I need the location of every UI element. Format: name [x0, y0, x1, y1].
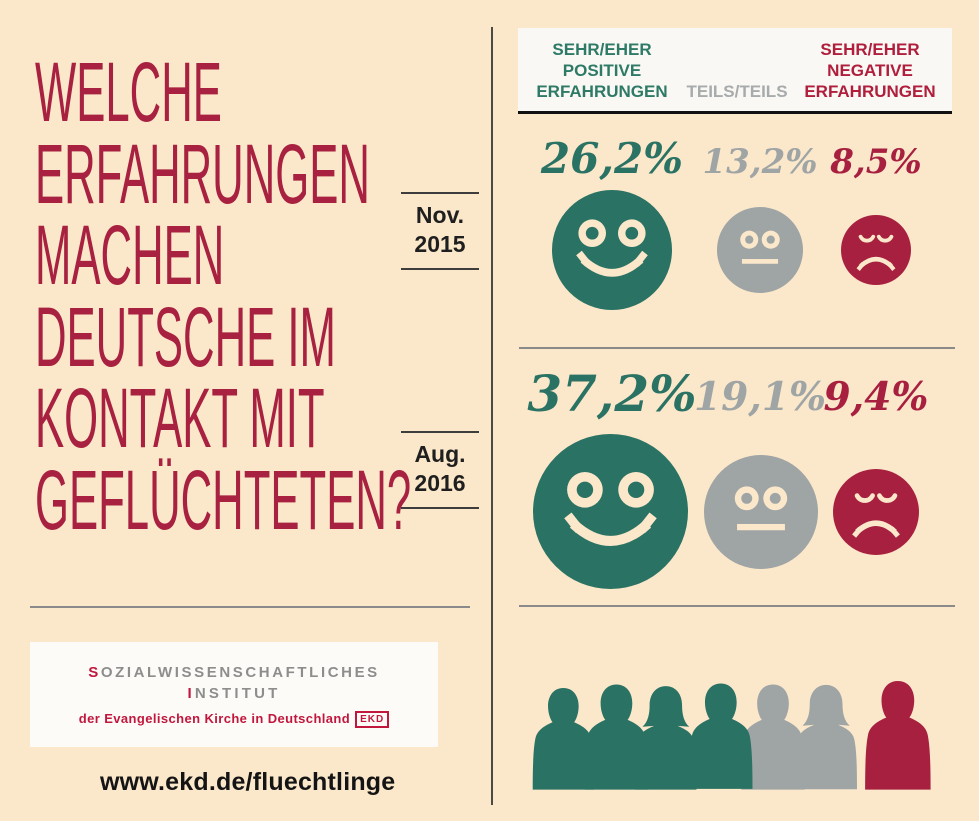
- legend-negative: SEHR/EHER NEGATIVE ERFAHRUNGEN: [792, 39, 948, 102]
- crowd-pictogram-icon: [532, 680, 931, 790]
- logo-initial-s: S: [88, 664, 101, 681]
- title-line: WELCHE: [35, 45, 222, 139]
- value-2015-negative: 8,5%: [830, 142, 922, 182]
- page-title: WELCHE ERFAHRUNGEN MACHEN DEUTSCHE IM KO…: [35, 45, 758, 547]
- footer-url: www.ekd.de/fluechtlinge: [100, 768, 396, 796]
- neutral-face-icon: [704, 455, 818, 569]
- legend-panel: SEHR/EHER POSITIVE ERFAHRUNGEN TEILS/TEI…: [518, 28, 952, 114]
- title-line: ERFAHRUNGEN: [35, 126, 370, 221]
- legend-neutral: TEILS/TEILS: [682, 81, 792, 102]
- legend-negative-line: SEHR/EHER: [820, 40, 920, 59]
- legend-positive-line: POSITIVE: [562, 61, 642, 80]
- neutral-face-icon: [717, 207, 803, 293]
- institute-logo: SOZIALWISSENSCHAFTLICHES INSTITUT der Ev…: [30, 642, 438, 747]
- value-2015-neutral: 13,2%: [702, 142, 818, 182]
- title-line: DEUTSCHE IM: [35, 289, 336, 384]
- legend-neutral-line: TEILS/TEILS: [686, 82, 788, 101]
- value-2016-negative: 9,4%: [823, 374, 929, 420]
- legend-negative-line: NEGATIVE: [827, 61, 913, 80]
- left-horizontal-divider: [30, 606, 470, 608]
- logo-line-2: INSTITUT: [30, 685, 438, 702]
- period-year: 2016: [414, 470, 466, 496]
- value-2016-neutral: 19,1%: [693, 374, 827, 420]
- vertical-divider: [491, 27, 493, 805]
- happy-face-icon: [552, 190, 672, 310]
- logo-line-1: SOZIALWISSENSCHAFTLICHES: [30, 664, 438, 681]
- legend-positive-line: SEHR/EHER: [552, 40, 652, 59]
- sad-face-icon: [833, 469, 919, 555]
- value-2016-positive: 37,2%: [527, 364, 697, 423]
- row-divider: [519, 347, 955, 349]
- logo-line-1-rest: OZIALWISSENSCHAFTLICHES: [100, 664, 380, 681]
- row-divider: [519, 605, 955, 607]
- legend-positive: SEHR/EHER POSITIVE ERFAHRUNGEN: [522, 39, 682, 102]
- period-year: 2015: [414, 231, 466, 257]
- logo-subtitle: der Evangelischen Kirche in Deutschland: [78, 711, 351, 726]
- title-line: KONTAKT MIT: [35, 371, 325, 465]
- title-line: MACHEN: [35, 208, 225, 302]
- title-line: GEFLÜCHTETEN?: [35, 452, 412, 547]
- logo-initial-i: I: [187, 685, 195, 702]
- legend-positive-line: ERFAHRUNGEN: [536, 82, 668, 101]
- legend-negative-line: ERFAHRUNGEN: [804, 82, 936, 101]
- period-label-aug-2016: Aug. 2016: [401, 431, 479, 509]
- ekd-badge: EKD: [355, 711, 390, 728]
- sad-face-icon: [841, 215, 911, 285]
- period-month: Aug.: [414, 441, 466, 467]
- happy-face-icon: [533, 434, 688, 589]
- logo-line-2-rest: NSTITUT: [194, 685, 281, 702]
- logo-line-3: der Evangelischen Kirche in Deutschland E…: [30, 711, 438, 728]
- value-2015-positive: 26,2%: [540, 134, 684, 183]
- period-month: Nov.: [415, 202, 465, 228]
- period-label-nov-2015: Nov. 2015: [401, 192, 479, 270]
